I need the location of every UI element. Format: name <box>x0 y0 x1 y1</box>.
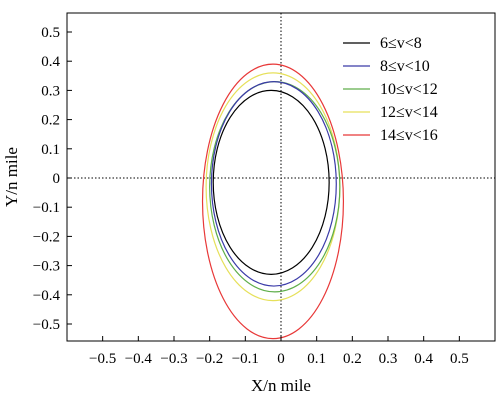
y-tick-label: 0.3 <box>41 83 60 99</box>
series-curve <box>205 72 341 302</box>
x-tick-label: 0.5 <box>450 351 469 367</box>
y-tick-label: 0.4 <box>41 54 60 70</box>
x-tick-label: −0.2 <box>196 351 223 367</box>
series-curve <box>210 81 337 287</box>
reference-lines <box>67 13 495 341</box>
x-tick-label: 0 <box>277 351 285 367</box>
x-ticks: −0.5 −0.4 −0.3 −0.2 −0.1 0 0.1 0.2 0.3 0.4 0.5 <box>89 336 469 367</box>
y-axis-label: Y/n mile <box>2 147 21 207</box>
legend-label: 12≤v<14 <box>380 104 438 121</box>
legend-label: 8≤v<10 <box>380 58 430 75</box>
series-group <box>201 63 345 340</box>
y-tick-label: −0.3 <box>33 259 60 275</box>
x-tick-label: −0.1 <box>232 351 259 367</box>
legend: 6≤v<8 8≤v<10 10≤v<12 12≤v<14 14≤v<16 <box>343 35 438 144</box>
x-tick-label: −0.5 <box>89 351 116 367</box>
legend-label: 10≤v<12 <box>380 81 438 98</box>
x-tick-label: 0.3 <box>379 351 398 367</box>
legend-label: 6≤v<8 <box>380 35 422 52</box>
x-tick-label: −0.4 <box>125 351 153 367</box>
y-tick-label: −0.4 <box>33 288 61 304</box>
y-tick-label: −0.1 <box>33 200 60 216</box>
y-ticks: 0.5 0.4 0.3 0.2 0.1 0 −0.1 −0.2 −0.3 −0.4 −0.5 <box>33 25 72 333</box>
x-axis-label: X/n mile <box>251 376 311 395</box>
series-curve <box>201 63 345 340</box>
series-curve <box>212 89 330 275</box>
legend-label: 14≤v<16 <box>380 127 438 144</box>
x-tick-label: 0.2 <box>343 351 362 367</box>
y-tick-label: −0.2 <box>33 229 60 245</box>
x-tick-label: 0.1 <box>307 351 326 367</box>
y-tick-label: 0.5 <box>41 25 60 41</box>
x-tick-label: −0.3 <box>160 351 187 367</box>
y-tick-label: 0 <box>53 171 61 187</box>
y-tick-label: 0.2 <box>41 113 60 129</box>
y-tick-label: −0.5 <box>33 317 60 333</box>
y-tick-label: 0.1 <box>41 142 60 158</box>
x-tick-label: 0.4 <box>414 351 433 367</box>
